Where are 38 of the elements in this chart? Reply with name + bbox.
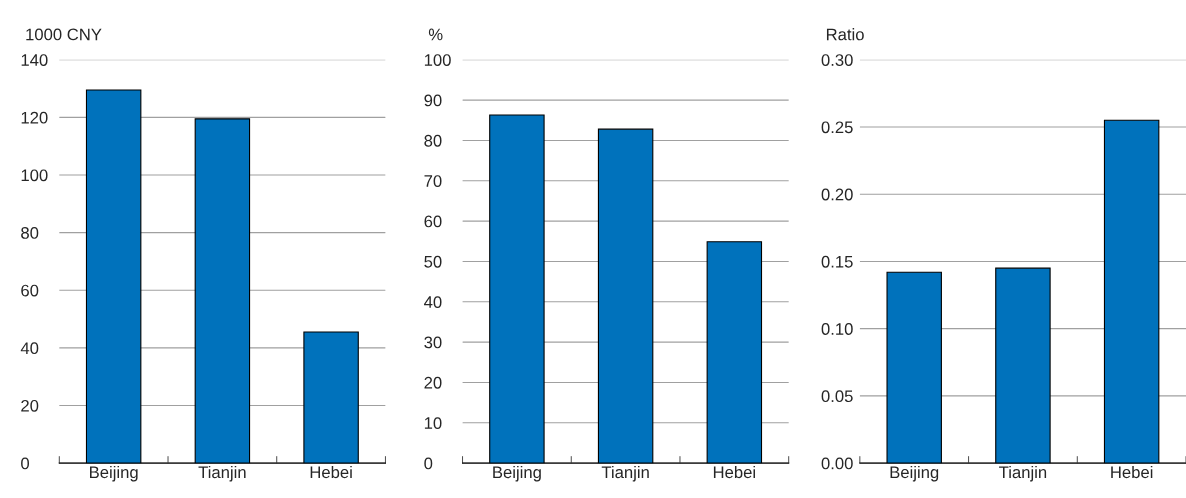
y-tick-label: 0.20 [821, 188, 853, 201]
y-tick-label: 60 [21, 284, 39, 297]
x-tick-label: Tianjin [999, 465, 1047, 482]
y-tick-label: 0.10 [821, 323, 853, 335]
y-tick-label: 90 [424, 94, 442, 107]
y-tick-label: 20 [424, 376, 442, 389]
x-tick-label: Beijing [90, 465, 138, 482]
y-tick-label: 10 [424, 417, 442, 430]
x-tick-label: Tianjin [601, 465, 649, 482]
y-tick-label: 0.00 [821, 457, 853, 470]
y-tick-label: 80 [21, 227, 39, 239]
y-tick-label: 0.15 [821, 255, 853, 268]
y-tick-label: 100 [424, 54, 451, 66]
y-axis-title: Ratio [826, 28, 864, 41]
y-tick-label: 40 [424, 296, 442, 308]
y-tick-label: 0 [21, 457, 30, 470]
x-tick-label: Hebei [1111, 465, 1153, 479]
x-tick-label: Beijing [890, 465, 939, 482]
y-tick-label: 0.05 [821, 390, 853, 403]
x-tick-label: Beijing [493, 465, 541, 482]
y-tick-label: 120 [21, 111, 48, 124]
y-axis-title: % [428, 28, 443, 41]
y-tick-label: 100 [21, 169, 48, 182]
x-tick-label: Hebei [310, 465, 352, 479]
y-tick-label: 140 [21, 54, 48, 66]
y-tick-label: 20 [21, 399, 39, 412]
y-tick-label: 0.30 [821, 54, 853, 66]
y-axis-title: 1000 CNY [26, 28, 102, 41]
y-tick-label: 70 [424, 175, 442, 187]
y-tick-label: 30 [424, 336, 442, 349]
y-tick-label: 0 [424, 457, 433, 470]
x-tick-label: Hebei [713, 465, 755, 479]
x-tick-label: Tianjin [198, 465, 246, 482]
y-tick-label: 50 [424, 255, 442, 268]
y-tick-label: 80 [424, 134, 442, 147]
y-tick-label: 60 [424, 215, 442, 228]
y-tick-label: 40 [20, 342, 39, 355]
y-tick-label: 0.25 [821, 121, 853, 134]
